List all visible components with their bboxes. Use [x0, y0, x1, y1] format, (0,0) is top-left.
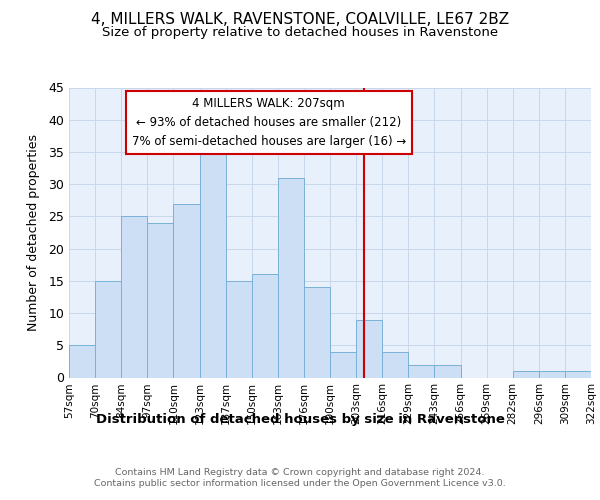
Bar: [278, 178, 304, 378]
Bar: [69, 346, 95, 378]
Bar: [173, 204, 199, 378]
Bar: [330, 352, 356, 378]
Text: Contains HM Land Registry data © Crown copyright and database right 2024.
Contai: Contains HM Land Registry data © Crown c…: [94, 468, 506, 487]
Bar: [148, 223, 173, 378]
Y-axis label: Number of detached properties: Number of detached properties: [27, 134, 40, 331]
Bar: [252, 274, 278, 378]
Bar: [121, 216, 148, 378]
Text: 4 MILLERS WALK: 207sqm
← 93% of detached houses are smaller (212)
7% of semi-det: 4 MILLERS WALK: 207sqm ← 93% of detached…: [131, 97, 406, 148]
Text: Size of property relative to detached houses in Ravenstone: Size of property relative to detached ho…: [102, 26, 498, 39]
Bar: [356, 320, 382, 378]
Bar: [226, 281, 252, 378]
Bar: [199, 152, 226, 378]
Bar: [95, 281, 121, 378]
Bar: [434, 364, 461, 378]
Text: 4, MILLERS WALK, RAVENSTONE, COALVILLE, LE67 2BZ: 4, MILLERS WALK, RAVENSTONE, COALVILLE, …: [91, 12, 509, 28]
Bar: [409, 364, 434, 378]
Bar: [304, 288, 330, 378]
Text: Distribution of detached houses by size in Ravenstone: Distribution of detached houses by size …: [95, 412, 505, 426]
Bar: [382, 352, 409, 378]
Bar: [513, 371, 539, 378]
Bar: [539, 371, 565, 378]
Bar: [565, 371, 591, 378]
